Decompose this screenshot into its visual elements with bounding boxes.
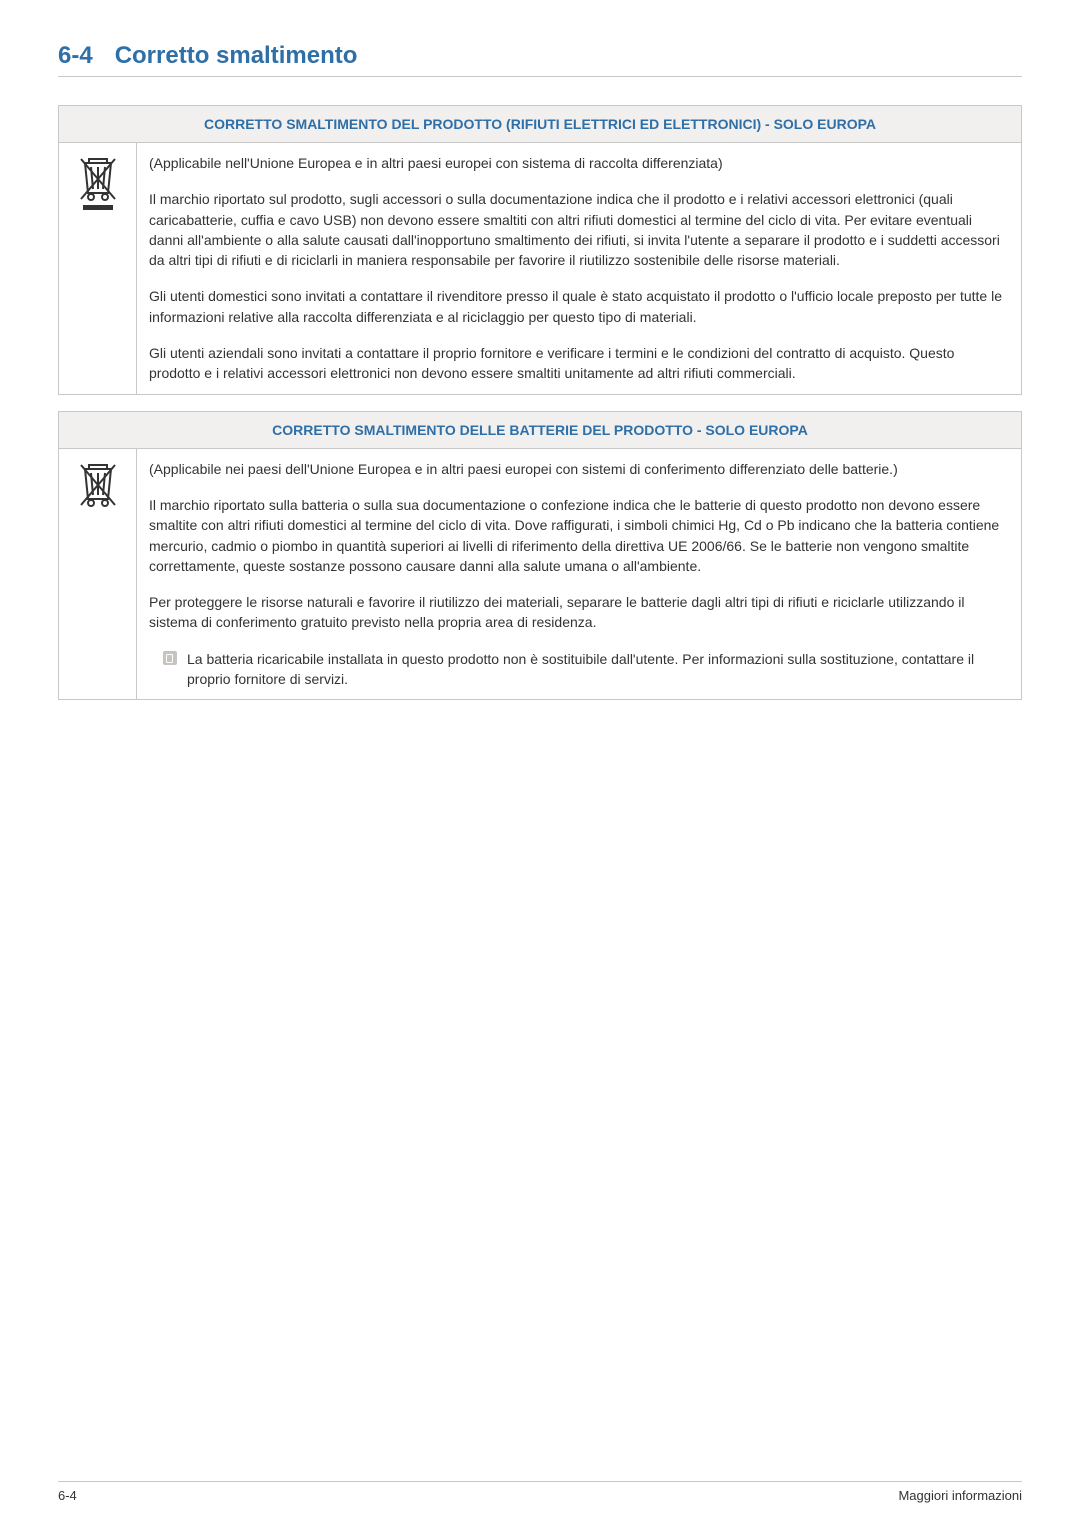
table1-p3: Gli utenti aziendali sono invitati a con… <box>149 343 1009 384</box>
table1-header: CORRETTO SMALTIMENTO DEL PRODOTTO (RIFIU… <box>59 106 1022 143</box>
table2-p2: Per proteggere le risorse naturali e fav… <box>149 592 1009 633</box>
table1-body: (Applicabile nell'Unione Europea e in al… <box>137 143 1022 395</box>
heading-number: 6-4 <box>58 42 93 70</box>
disposal-product-table: CORRETTO SMALTIMENTO DEL PRODOTTO (RIFIU… <box>58 105 1022 395</box>
footer-right: Maggiori informazioni <box>898 1488 1022 1503</box>
table2-note-text: La batteria ricaricabile installata in q… <box>187 649 1009 690</box>
section-heading: 6-4 Corretto smaltimento <box>58 42 1022 77</box>
page: 6-4 Corretto smaltimento CORRETTO SMALTI… <box>0 0 1080 1527</box>
heading-title: Corretto smaltimento <box>115 42 358 70</box>
table2-icon-cell <box>59 448 137 700</box>
table2-p1: Il marchio riportato sulla batteria o su… <box>149 495 1009 576</box>
table1-icon-cell <box>59 143 137 395</box>
table2-p0: (Applicabile nei paesi dell'Unione Europ… <box>149 459 1009 479</box>
footer-left: 6-4 <box>58 1488 77 1503</box>
table2-note: La batteria ricaricabile installata in q… <box>149 649 1009 690</box>
weee-bin-icon <box>75 459 121 514</box>
table1-p0: (Applicabile nell'Unione Europea e in al… <box>149 153 1009 173</box>
table1-p1: Il marchio riportato sul prodotto, sugli… <box>149 189 1009 270</box>
table1-p2: Gli utenti domestici sono invitati a con… <box>149 286 1009 327</box>
table2-header: CORRETTO SMALTIMENTO DELLE BATTERIE DEL … <box>59 411 1022 448</box>
page-footer: 6-4 Maggiori informazioni <box>58 1481 1022 1503</box>
weee-bin-icon <box>75 153 121 216</box>
disposal-battery-table: CORRETTO SMALTIMENTO DELLE BATTERIE DEL … <box>58 411 1022 701</box>
table2-body: (Applicabile nei paesi dell'Unione Europ… <box>137 448 1022 700</box>
note-icon <box>163 651 177 665</box>
